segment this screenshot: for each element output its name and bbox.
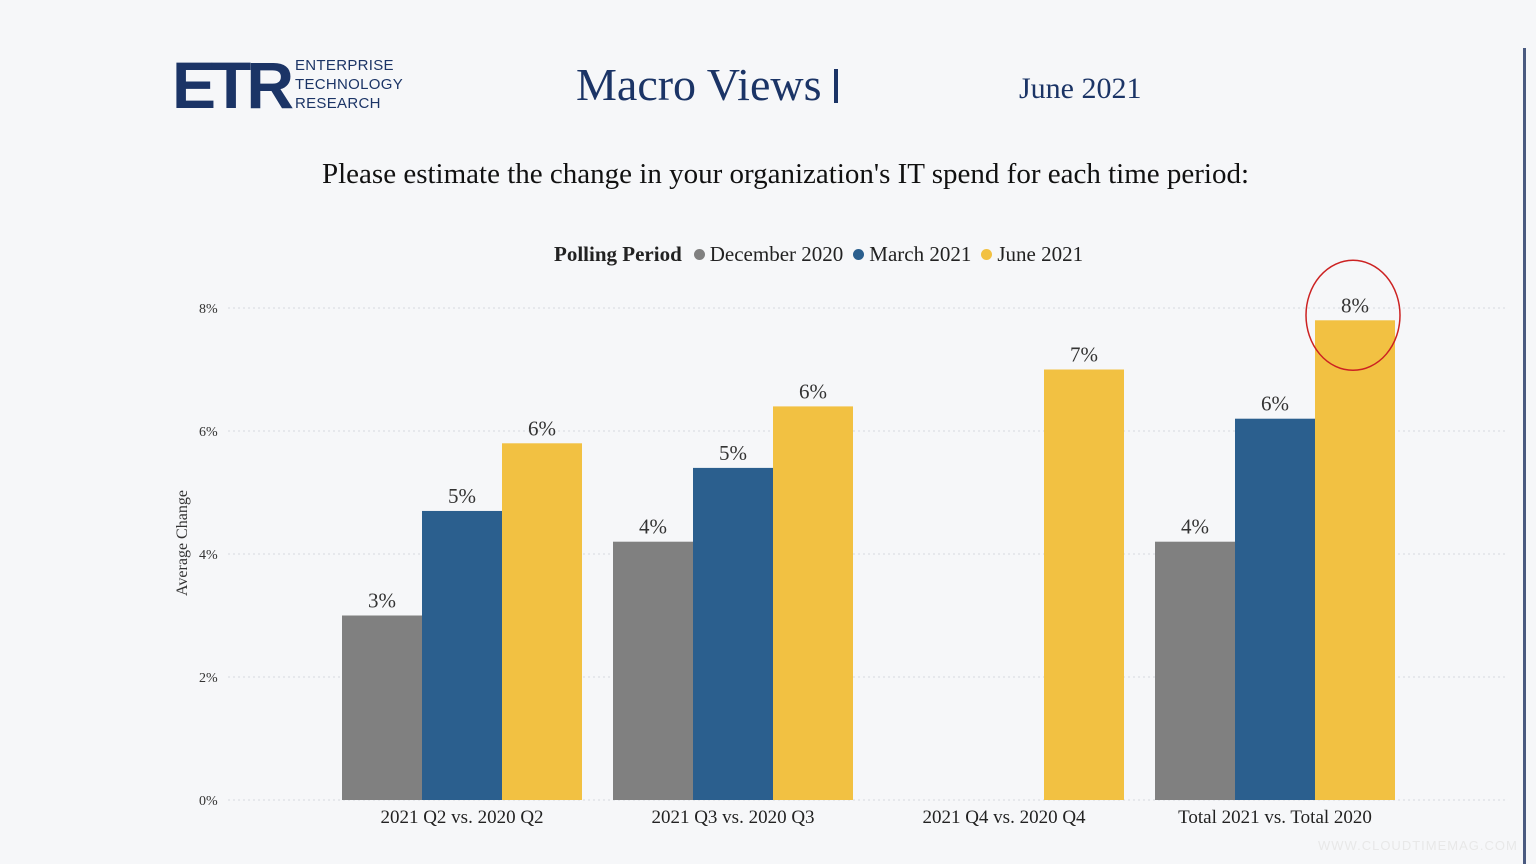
legend-label-march-2021: March 2021: [869, 242, 972, 266]
logo-line-2: TECHNOLOGY: [295, 76, 404, 93]
bar-value-label-1-2: 6%: [799, 379, 827, 403]
bar-3-0: [1155, 541, 1235, 800]
legend-dot-march-2021: [853, 249, 865, 260]
title-divider: [833, 69, 838, 103]
legend-dot-december-2020: [693, 249, 705, 260]
x-tick-label-0: 2021 Q2 vs. 2020 Q2: [380, 807, 543, 828]
page-title-text: Macro Views: [576, 59, 822, 110]
etr-logo: ETR ENTERPRISE TECHNOLOGY RESEARCH: [172, 47, 403, 122]
bar-3-1: [1235, 418, 1315, 800]
legend-label-june-2021: June 2021: [997, 242, 1084, 266]
bar-value-label-0-2: 6%: [528, 416, 556, 440]
legend-dot-june-2021: [981, 249, 993, 260]
legend-item-march-2021: March 2021: [853, 242, 971, 267]
report-date: June 2021: [1019, 72, 1142, 105]
bar-3-2: [1315, 320, 1395, 800]
bar-value-label-2-2: 7%: [1070, 343, 1098, 367]
highlight-circle: [1305, 259, 1401, 372]
bar-value-label-3-2: 8%: [1341, 293, 1369, 317]
watermark: WWW.CLOUDTIMEMAG.COM: [1318, 838, 1518, 853]
bar-value-label-0-0: 3%: [368, 589, 396, 613]
bar-2-2: [1044, 369, 1124, 800]
bar-0-0: [342, 615, 422, 800]
bar-value-label-3-1: 6%: [1261, 392, 1289, 416]
bar-1-2: [773, 406, 853, 800]
bar-1-1: [693, 467, 773, 800]
logo-line-1: ENTERPRISE: [295, 57, 394, 74]
x-tick-label-3: Total 2021 vs. Total 2020: [1178, 807, 1372, 828]
bar-0-1: [422, 510, 502, 800]
logo-wordmark: ENTERPRISE TECHNOLOGY RESEARCH: [295, 56, 403, 113]
logo-line-3: RESEARCH: [295, 95, 381, 112]
page-title: Macro Views: [576, 58, 838, 111]
bar-value-label-1-1: 5%: [719, 441, 747, 465]
logo-mark: ETR: [172, 47, 294, 122]
y-tick-label-3: 6%: [199, 425, 218, 440]
bar-1-0: [613, 541, 693, 800]
x-tick-label-1: 2021 Q3 vs. 2020 Q3: [651, 807, 814, 828]
legend-label-december-2020: December 2020: [709, 242, 844, 266]
y-tick-label-4: 8%: [199, 302, 218, 317]
y-tick-label-0: 0%: [199, 794, 218, 809]
legend-item-june-2021: June 2021: [981, 242, 1083, 267]
bar-value-label-0-1: 5%: [448, 484, 476, 508]
y-axis-label: Average Change: [174, 490, 191, 596]
legend-item-december-2020: December 2020: [693, 242, 844, 267]
y-tick-label-2: 4%: [199, 548, 218, 563]
bar-0-2: [502, 443, 582, 800]
survey-question: Please estimate the change in your organ…: [322, 158, 1250, 190]
x-tick-label-2: 2021 Q4 vs. 2020 Q4: [922, 807, 1086, 828]
bar-value-label-1-0: 4%: [639, 515, 667, 539]
legend-title: Polling Period: [554, 242, 682, 266]
slide-edge-rule: [1523, 48, 1526, 864]
chart-legend: Polling Period December 2020 March 2021 …: [554, 242, 1093, 267]
y-tick-label-1: 2%: [199, 671, 218, 686]
bar-value-label-3-0: 4%: [1181, 515, 1209, 539]
